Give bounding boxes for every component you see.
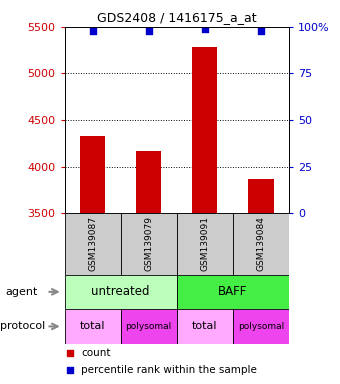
Bar [136, 151, 162, 213]
Text: percentile rank within the sample: percentile rank within the sample [82, 366, 257, 376]
Bar [248, 179, 274, 213]
Text: protocol: protocol [0, 321, 45, 331]
Text: untreated: untreated [91, 285, 150, 298]
Point [67, 350, 73, 356]
Bar [192, 47, 218, 213]
Bar [121, 213, 177, 275]
Bar [121, 309, 177, 344]
Text: GSM139091: GSM139091 [200, 216, 209, 271]
Text: polysomal: polysomal [125, 322, 172, 331]
Bar [177, 213, 233, 275]
Bar [177, 275, 289, 309]
Point [67, 367, 73, 374]
Text: polysomal: polysomal [238, 322, 284, 331]
Bar [65, 309, 121, 344]
Bar [233, 213, 289, 275]
Point [258, 28, 264, 34]
Bar [233, 309, 289, 344]
Text: GSM139079: GSM139079 [144, 216, 153, 271]
Title: GDS2408 / 1416175_a_at: GDS2408 / 1416175_a_at [97, 11, 257, 24]
Point [202, 26, 207, 32]
Text: agent: agent [5, 287, 37, 297]
Text: GSM139084: GSM139084 [256, 217, 266, 271]
Text: total: total [80, 321, 105, 331]
Text: GSM139087: GSM139087 [88, 216, 97, 271]
Text: BAFF: BAFF [218, 285, 248, 298]
Bar [177, 309, 233, 344]
Bar [65, 275, 177, 309]
Point [90, 28, 95, 34]
Point [146, 28, 152, 34]
Text: total: total [192, 321, 218, 331]
Bar [80, 136, 105, 213]
Bar [65, 213, 121, 275]
Text: count: count [82, 348, 111, 358]
